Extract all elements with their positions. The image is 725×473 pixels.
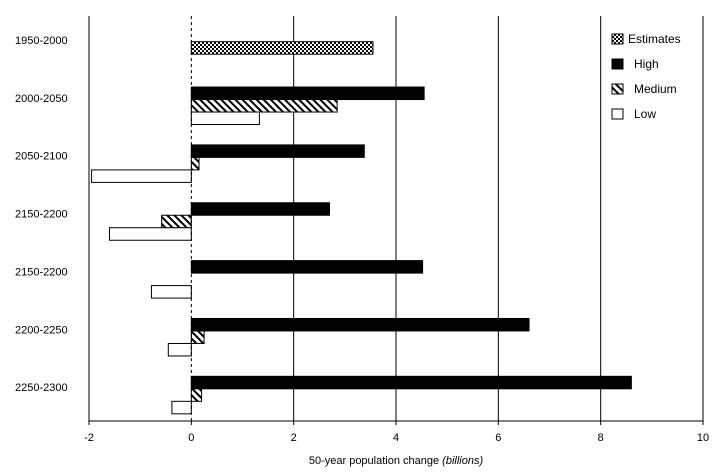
category-label: 2200-2250: [15, 324, 68, 336]
bar-medium: [190, 388, 203, 402]
legend-label-medium: Medium: [634, 82, 677, 96]
bar-estimates: [190, 41, 374, 55]
bar-medium: [190, 99, 338, 113]
category-label: 2150-2200: [15, 266, 68, 278]
bar-low: [108, 227, 192, 241]
legend-label-high: High: [634, 57, 659, 71]
legend-swatch-estimates: [611, 33, 624, 45]
bar-low: [91, 169, 192, 183]
bar-medium: [161, 214, 192, 229]
legend-swatch-high: [611, 58, 624, 70]
category-label: 2000-2050: [15, 93, 68, 105]
x-axis-title-unit: (billions): [442, 455, 483, 467]
bar-high: [190, 86, 425, 101]
bar-low: [190, 111, 260, 126]
bar-high: [190, 260, 424, 274]
bar-medium: [190, 330, 205, 344]
bar-medium: [190, 156, 200, 171]
x-tick-label: 8: [598, 432, 604, 444]
x-tick-label: 2: [291, 432, 297, 444]
category-label: 1950-2000: [15, 35, 68, 47]
bar-low: [150, 285, 192, 299]
legend-swatch-medium: [611, 83, 624, 95]
legend-label-low: Low: [634, 107, 656, 121]
bar-high: [190, 375, 632, 390]
legend-swatch-low: [611, 108, 624, 120]
x-tick-label: 0: [188, 432, 194, 444]
x-tick-label: 10: [697, 432, 709, 444]
x-axis-title: 50-year population change (billions): [309, 455, 484, 467]
bar-high: [190, 144, 365, 158]
axes: -2 0 2 4 6 8 10 1950-2000 2000-2050 2050-2100 2150…: [15, 16, 709, 444]
category-label: 2250-2300: [15, 382, 68, 394]
x-tick-label: 4: [393, 432, 399, 444]
bar-low: [167, 342, 192, 357]
x-tick-label: 6: [495, 432, 501, 444]
x-axis-title-main: 50-year population change: [309, 455, 442, 467]
legend: Estimates High Medium Low: [611, 32, 681, 121]
bar-high: [190, 317, 530, 332]
bars: [91, 41, 632, 415]
x-tick-label: -2: [84, 432, 94, 444]
bar-high: [190, 202, 330, 216]
gridlines: [293, 16, 704, 421]
category-label: 2050-2100: [15, 151, 68, 163]
bar-low: [171, 400, 192, 415]
legend-label-estimates: Estimates: [628, 32, 681, 46]
category-label: 2150-2200: [15, 209, 68, 221]
